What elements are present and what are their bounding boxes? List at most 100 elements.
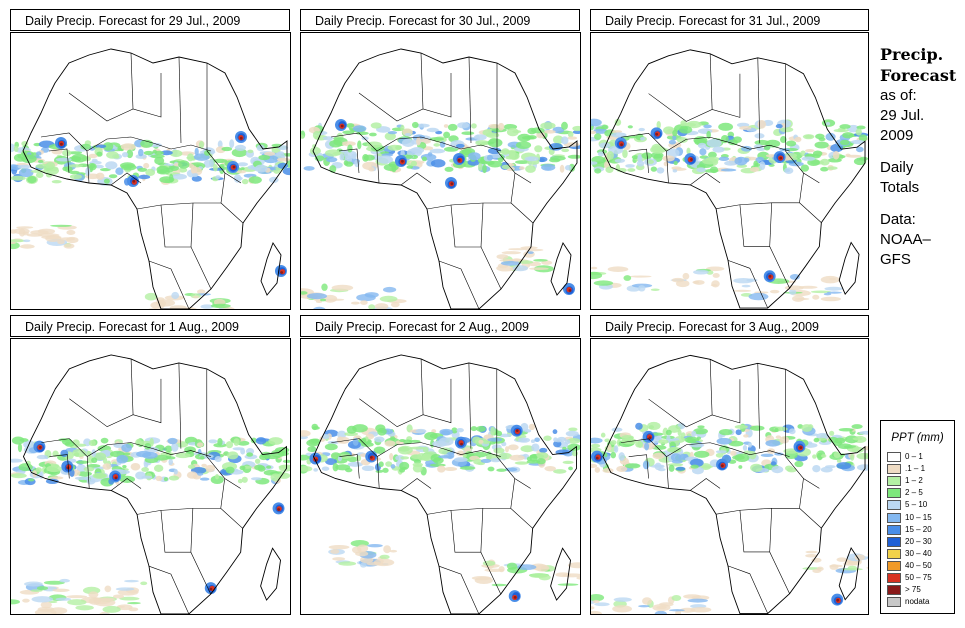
country-border [739, 510, 790, 594]
precip-legend: PPT (mm) 0 – 1 .1 – 1 1 – 2 2 – 5 5 – 10 10 –… [880, 420, 955, 614]
precip-cell [833, 128, 849, 133]
precip-cell [171, 442, 179, 452]
precip-cell [197, 472, 204, 476]
africa-precip-map[interactable] [300, 338, 581, 615]
precip-cell [647, 159, 654, 164]
precip-cell [647, 421, 661, 431]
precip-cell [40, 601, 52, 609]
precip-cell [612, 605, 633, 613]
precip-cell [718, 122, 734, 131]
precip-cell [482, 560, 496, 566]
precip-cell [665, 429, 672, 436]
precip-cell [712, 146, 725, 153]
storm-cell [768, 274, 772, 278]
precip-cell [850, 139, 865, 145]
precip-cell [631, 155, 639, 160]
precip-cell [400, 456, 410, 460]
precip-cell [505, 155, 516, 160]
precip-cell [779, 126, 794, 133]
precip-cell [390, 302, 400, 308]
precip-cell [199, 141, 204, 149]
precip-cell [473, 134, 487, 141]
precip-cell [88, 153, 98, 159]
precip-cell [309, 146, 321, 156]
precip-cell [805, 553, 818, 558]
africa-precip-map[interactable] [590, 32, 869, 310]
country-border [480, 202, 484, 248]
precip-cell [534, 145, 543, 153]
precip-cell [509, 454, 525, 461]
precip-cell [128, 607, 139, 612]
precip-cell [529, 454, 538, 462]
africa-precip-map[interactable] [590, 338, 869, 615]
precip-cell [544, 465, 556, 472]
precip-cell [210, 303, 231, 309]
africa-coastline [22, 354, 287, 614]
precip-cell [192, 295, 200, 299]
precip-cell [482, 164, 487, 174]
precip-cell [31, 596, 54, 603]
precip-cell [190, 165, 198, 174]
precip-cell [11, 473, 27, 479]
precip-cell [710, 284, 718, 287]
precip-cell [663, 161, 669, 167]
precip-cell [204, 150, 211, 156]
precip-cell [627, 168, 636, 172]
africa-coastline [602, 354, 866, 614]
precip-cell [812, 294, 820, 300]
country-border [426, 202, 511, 210]
precip-cell [373, 558, 395, 567]
precip-cell [116, 454, 129, 464]
precip-cell [357, 544, 369, 553]
precip-cell [568, 466, 573, 471]
precip-cell [693, 450, 710, 458]
africa-precip-map[interactable] [10, 32, 291, 310]
precip-cell [221, 146, 233, 152]
country-border [450, 204, 502, 290]
precip-cell [355, 551, 369, 557]
precip-cell [122, 465, 127, 469]
precip-cell [239, 465, 246, 471]
country-border [86, 136, 212, 184]
precip-cell [867, 552, 868, 556]
precip-cell [847, 565, 857, 570]
precip-cell [241, 476, 248, 483]
precip-cell [559, 164, 565, 173]
africa-precip-map[interactable] [10, 338, 291, 615]
precip-cell [552, 429, 558, 435]
precip-cell [67, 599, 87, 606]
madagascar-coastline [260, 547, 281, 601]
precip-cell [840, 139, 850, 146]
precip-cell [514, 461, 529, 465]
precip-cell [805, 550, 818, 554]
precip-cell [307, 446, 317, 453]
precip-cell [855, 128, 862, 136]
precip-cell [780, 136, 787, 144]
precip-cell [707, 151, 717, 159]
precip-cell [769, 289, 780, 294]
precip-cell [552, 135, 564, 145]
precip-cell [539, 447, 548, 453]
precip-cell [852, 437, 863, 441]
precip-cell [199, 477, 210, 481]
country-border [480, 508, 484, 553]
precip-cell [715, 452, 724, 458]
precip-cell [233, 438, 240, 446]
precip-cell [389, 549, 398, 553]
precip-cell [853, 157, 867, 166]
precip-cell [544, 130, 556, 134]
precip-cell [74, 476, 89, 480]
country-border [359, 378, 452, 428]
precip-cell [728, 139, 738, 146]
storm-cell [655, 132, 659, 136]
country-border [438, 260, 480, 309]
precip-cell [225, 441, 234, 449]
precip-cell [816, 566, 824, 572]
africa-precip-map[interactable] [300, 32, 581, 310]
precip-cell [17, 443, 23, 453]
precip-cell [828, 436, 839, 443]
precip-cell [748, 292, 769, 301]
precip-cell [567, 136, 578, 140]
precip-cell [377, 427, 387, 436]
precip-cell [794, 136, 802, 143]
